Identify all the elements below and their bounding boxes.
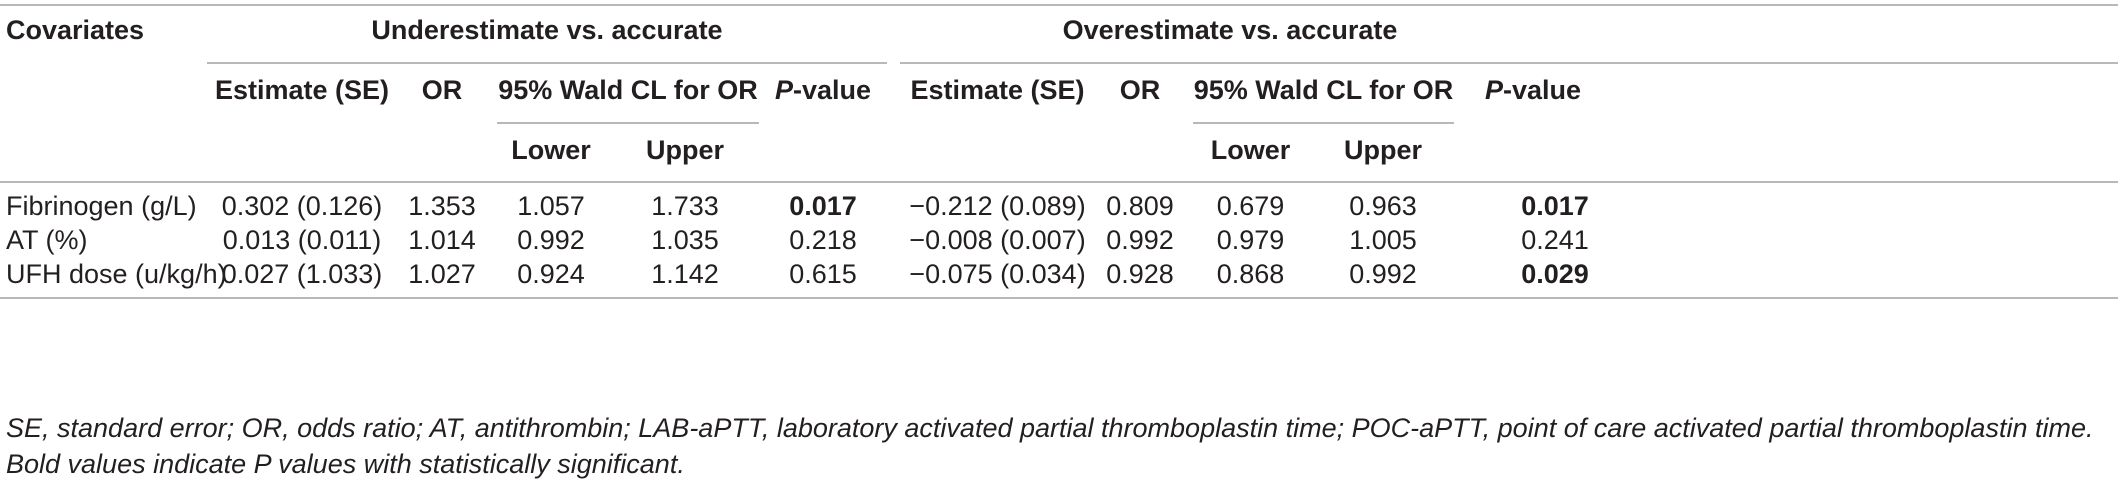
table-cell: 0.992 — [1106, 225, 1174, 255]
p-value-cell: 0.017 — [789, 191, 857, 221]
under-lower-header: Lower — [511, 135, 591, 165]
table-cell: 0.992 — [517, 225, 585, 255]
table-row-covariate: Fibrinogen (g/L) — [6, 191, 197, 221]
top-rule — [0, 4, 2118, 6]
over-or-header: OR — [1119, 75, 1161, 105]
p-value-cell: 0.615 — [789, 259, 857, 289]
table-cell: 1.353 — [408, 191, 476, 221]
table-cell: 0.809 — [1106, 191, 1174, 221]
over-wald-header: 95% Wald CL for OR — [1193, 75, 1454, 105]
table-cell: 1.005 — [1349, 225, 1417, 255]
table-bottom-rule — [0, 297, 2118, 299]
under-or-header: OR — [421, 75, 463, 105]
table-cell: 1.733 — [651, 191, 719, 221]
table-cell: 0.979 — [1216, 225, 1285, 255]
table-cell: 1.027 — [408, 259, 476, 289]
table-cell: 0.924 — [517, 259, 585, 289]
covariates-header: Covariates — [6, 15, 145, 45]
p-value-cell: 0.017 — [1521, 191, 1589, 221]
over-p-header: P-value — [1485, 75, 1582, 105]
table-cell: 0.027 (1.033) — [221, 259, 383, 289]
table-cell: 0.013 (0.011) — [222, 225, 382, 255]
under-p-header: P-value — [774, 75, 872, 105]
header-bottom-rule — [0, 181, 2118, 183]
table-cell: 0.868 — [1216, 259, 1285, 289]
table-cell: 0.928 — [1106, 259, 1174, 289]
over-wald-rule — [1193, 122, 1454, 124]
under-group-rule — [207, 62, 887, 64]
p-value-cell: 0.029 — [1521, 259, 1589, 289]
under-upper-header: Upper — [645, 135, 724, 165]
under-wald-rule — [497, 122, 759, 124]
table-row-covariate: UFH dose (u/kg/h) — [6, 259, 227, 289]
table-cell: 0.992 — [1349, 259, 1417, 289]
table-cell: −0.212 (0.089) — [909, 191, 1086, 221]
table-cell: 1.035 — [651, 225, 719, 255]
p-value-cell: 0.241 — [1521, 225, 1589, 255]
under-wald-header: 95% Wald CL for OR — [498, 75, 758, 105]
table-cell: −0.075 (0.034) — [909, 259, 1086, 289]
over-estimate-header: Estimate (SE) — [910, 75, 1085, 105]
table-cell: 0.679 — [1216, 191, 1285, 221]
over-group-header: Overestimate vs. accurate — [1062, 15, 1398, 45]
table-cell: 0.302 (0.126) — [221, 191, 383, 221]
over-group-rule — [900, 62, 2118, 64]
over-lower-header: Lower — [1210, 135, 1291, 165]
table-cell: −0.008 (0.007) — [909, 225, 1086, 255]
table-row-covariate: AT (%) — [6, 225, 88, 255]
table-cell: 1.142 — [651, 259, 719, 289]
over-upper-header: Upper — [1343, 135, 1422, 165]
table-cell: 1.014 — [408, 225, 476, 255]
table-cell: 0.963 — [1349, 191, 1417, 221]
table-cell: 1.057 — [517, 191, 585, 221]
p-value-cell: 0.218 — [789, 225, 857, 255]
table-footnote: SE, standard error; OR, odds ratio; AT, … — [6, 413, 2094, 479]
under-group-header: Underestimate vs. accurate — [371, 15, 723, 45]
under-estimate-header: Estimate (SE) — [214, 75, 390, 105]
